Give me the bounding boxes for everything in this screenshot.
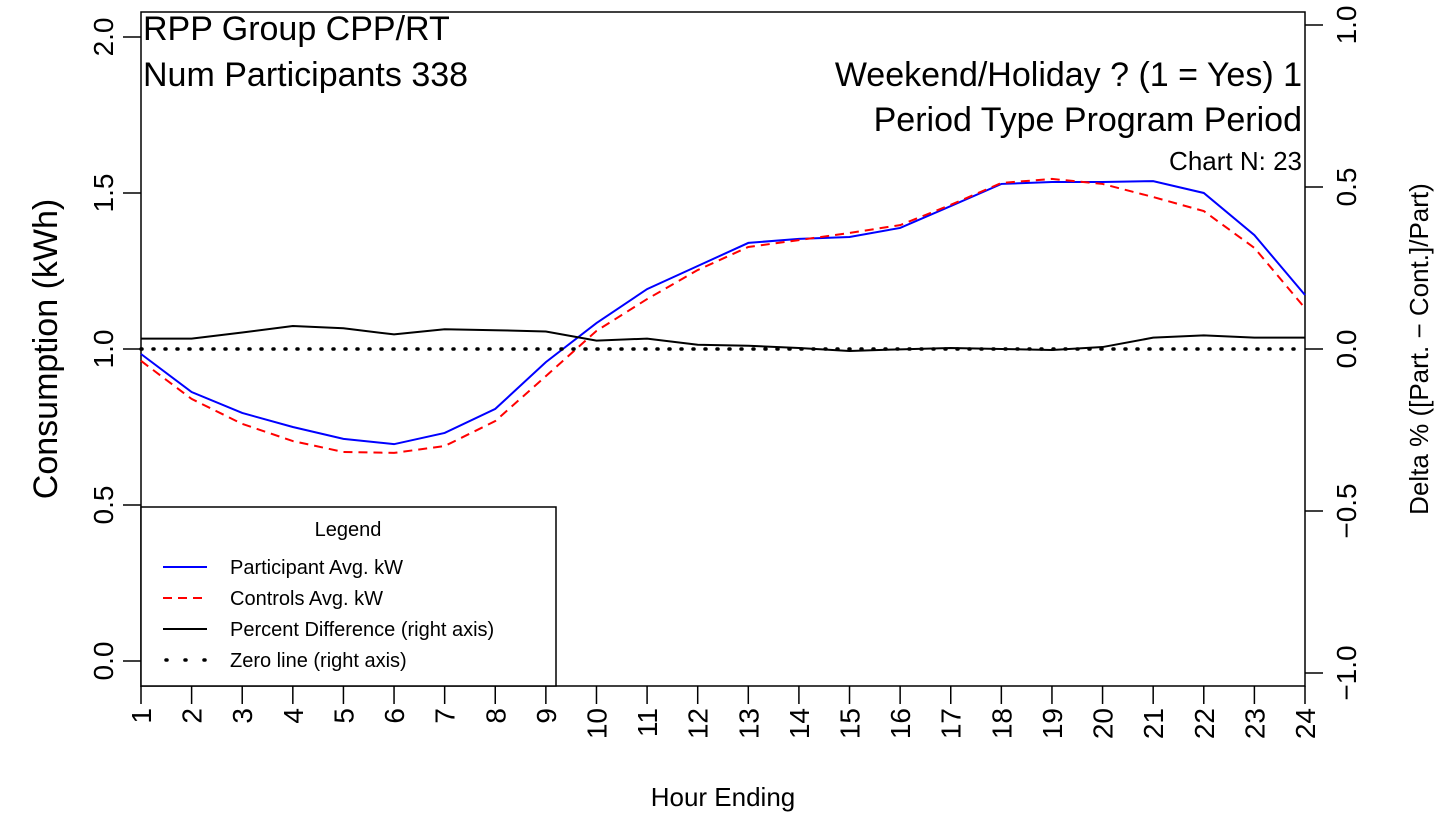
series-line: [140, 177, 1306, 454]
x-tick-label: 22: [1189, 708, 1220, 739]
y2-tick-label: 1.0: [1331, 5, 1362, 44]
y-tick-label: 2.0: [88, 17, 119, 56]
x-tick-label: 6: [379, 708, 410, 724]
legend-label: Zero line (right axis): [230, 650, 407, 672]
y2-tick-label: 0.0: [1331, 330, 1362, 369]
annotation: Weekend/Holiday ? (1 = Yes) 1: [835, 56, 1302, 94]
y-tick-label: 1.0: [88, 330, 119, 369]
x-tick-label: 10: [581, 708, 612, 739]
x-tick-label: 21: [1138, 708, 1169, 739]
chart-subtitle: Num Participants 338: [143, 56, 468, 94]
x-tick-label: 8: [480, 708, 511, 724]
legend-box: [140, 506, 557, 687]
legend-label: Participant Avg. kW: [230, 557, 403, 579]
x-tick-label: 11: [632, 708, 663, 737]
chart-title: RPP Group CPP/RT: [143, 10, 450, 48]
x-tick-label: 20: [1088, 708, 1119, 739]
annotation: Chart N: 23: [1169, 146, 1302, 176]
x-tick-label: 23: [1239, 708, 1270, 739]
x-tick-label: 18: [986, 708, 1017, 739]
x-tick-label: 14: [784, 708, 815, 739]
x-tick-label: 16: [885, 708, 916, 739]
legend-label: Percent Difference (right axis): [230, 619, 494, 641]
legend-label: Controls Avg. kW: [230, 588, 383, 610]
x-axis-label: Hour Ending: [651, 782, 796, 812]
x-tick-label: 2: [177, 708, 208, 724]
y2-tick-label: −1.0: [1331, 645, 1362, 700]
series-line: [140, 180, 1306, 446]
y2-tick-label: 0.5: [1331, 168, 1362, 207]
y-tick-label: 0.0: [88, 642, 119, 681]
x-tick-label: 1: [126, 708, 157, 724]
y-tick-label: 1.5: [88, 174, 119, 213]
x-tick-label: 13: [733, 708, 764, 739]
legend-title: Legend: [315, 519, 382, 541]
y2-tick-label: −0.5: [1331, 483, 1362, 538]
series-line: [141, 324, 1305, 352]
x-tick-label: 17: [936, 708, 967, 739]
x-tick-label: 12: [683, 708, 714, 739]
x-tick-label: 19: [1037, 708, 1068, 739]
x-tick-label: 24: [1290, 708, 1321, 739]
x-tick-label: 7: [430, 708, 461, 724]
y2-axis-label: Delta % ([Part. − Cont.]/Part): [1404, 183, 1434, 515]
x-tick-label: 9: [531, 708, 562, 724]
y-axis-label: Consumption (kWh): [27, 199, 65, 499]
annotation: Period Type Program Period: [874, 101, 1302, 139]
x-tick-label: 3: [227, 708, 258, 724]
y-tick-label: 0.5: [88, 486, 119, 525]
x-tick-label: 15: [835, 708, 866, 739]
x-tick-label: 5: [328, 708, 359, 724]
x-tick-label: 4: [278, 708, 309, 724]
